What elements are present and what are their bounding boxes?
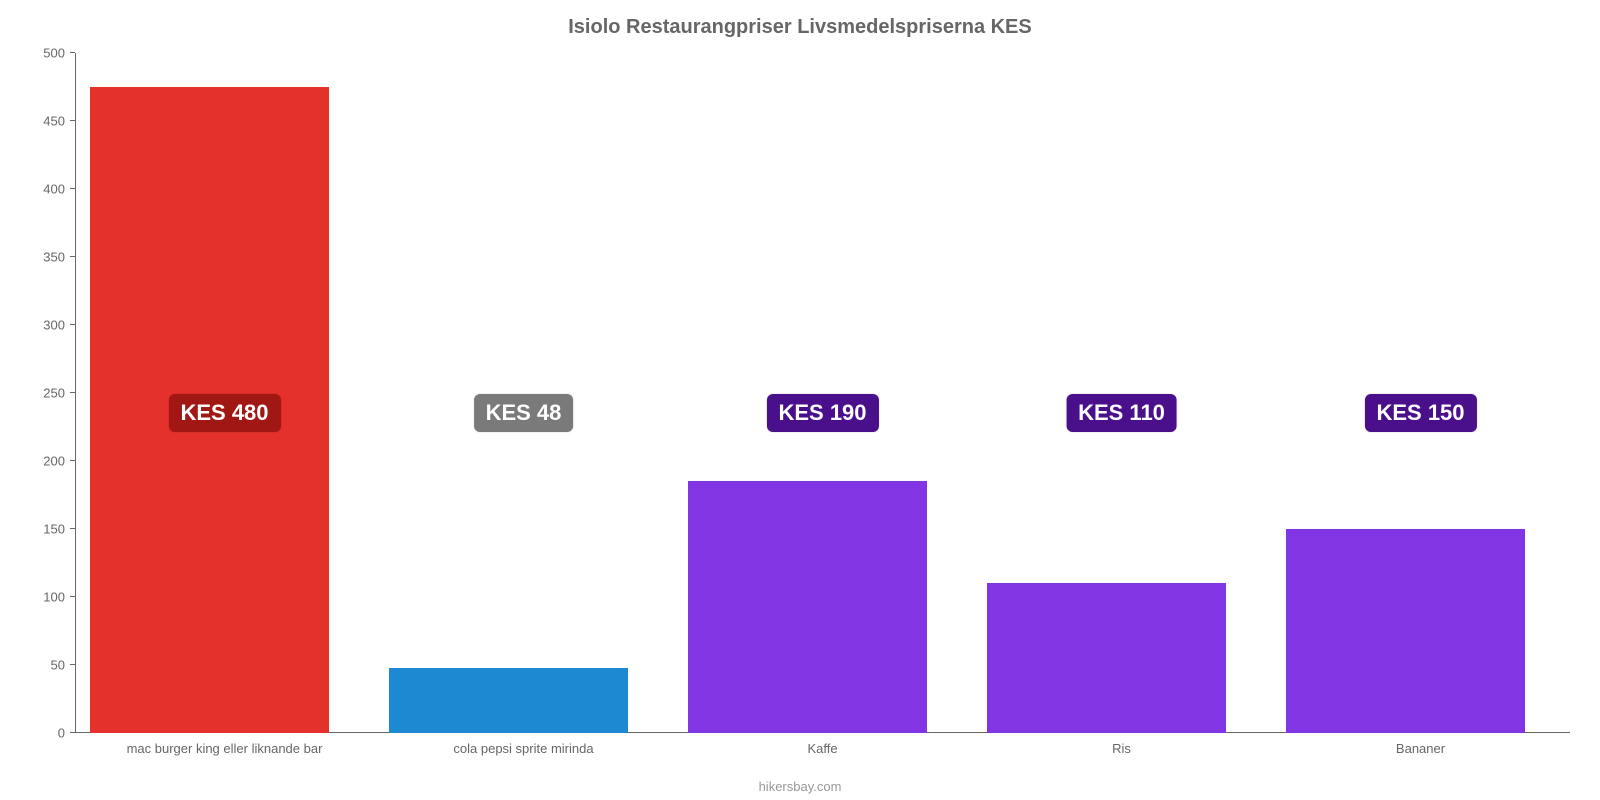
y-tick-label: 500	[43, 46, 75, 61]
y-tick-mark	[70, 664, 75, 665]
y-tick-mark	[70, 324, 75, 325]
bar-value-label: KES 190	[766, 394, 878, 432]
bar	[1286, 529, 1525, 733]
y-tick-mark	[70, 596, 75, 597]
x-tick-label: Bananer	[1271, 741, 1570, 756]
y-tick-mark	[70, 256, 75, 257]
price-bar-chart: Isiolo Restaurangpriser Livsmedelspriser…	[0, 0, 1600, 800]
bar-slot: KES 190	[673, 53, 972, 733]
y-tick-label: 450	[43, 114, 75, 129]
y-tick-mark	[70, 188, 75, 189]
x-tick-label: mac burger king eller liknande bar	[75, 741, 374, 756]
bar-value-label: KES 48	[474, 394, 574, 432]
bar	[688, 481, 927, 733]
plot-area: KES 480KES 48KES 190KES 110KES 150 mac b…	[75, 53, 1570, 733]
y-tick-mark	[70, 732, 75, 733]
y-tick-label: 200	[43, 454, 75, 469]
y-tick-mark	[70, 392, 75, 393]
y-tick-label: 400	[43, 182, 75, 197]
bar	[389, 668, 628, 733]
y-tick-label: 100	[43, 590, 75, 605]
y-tick-label: 50	[51, 658, 75, 673]
bar-slot: KES 48	[374, 53, 673, 733]
bar	[987, 583, 1226, 733]
y-tick-mark	[70, 460, 75, 461]
source-label: hikersbay.com	[0, 779, 1600, 794]
x-tick-label: Kaffe	[673, 741, 972, 756]
y-tick-label: 250	[43, 386, 75, 401]
bar-slot: KES 150	[1271, 53, 1570, 733]
x-tick-label: cola pepsi sprite mirinda	[374, 741, 673, 756]
x-axis-labels: mac burger king eller liknande barcola p…	[75, 741, 1570, 756]
y-tick-mark	[70, 528, 75, 529]
chart-title: Isiolo Restaurangpriser Livsmedelspriser…	[20, 16, 1580, 39]
y-tick-label: 0	[58, 726, 75, 741]
y-tick-label: 300	[43, 318, 75, 333]
bar-value-label: KES 110	[1066, 394, 1177, 432]
y-tick-label: 150	[43, 522, 75, 537]
y-tick-mark	[70, 52, 75, 53]
bar-slot: KES 480	[75, 53, 374, 733]
bar-value-label: KES 480	[168, 394, 280, 432]
bars-container: KES 480 KES 48 KES 190 KES 110 KES 150	[75, 53, 1570, 733]
x-tick-label: Ris	[972, 741, 1271, 756]
bar-value-label: KES 150	[1364, 394, 1476, 432]
bar-slot: KES 110	[972, 53, 1271, 733]
y-tick-mark	[70, 120, 75, 121]
y-tick-label: 350	[43, 250, 75, 265]
